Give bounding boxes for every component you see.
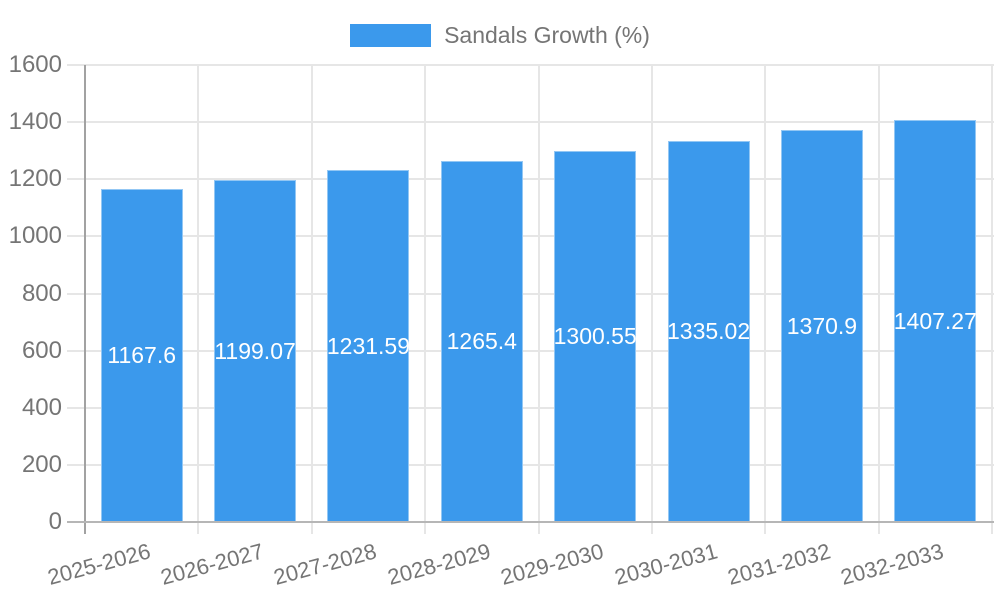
bar[interactable] <box>667 140 750 522</box>
bar[interactable] <box>440 160 523 522</box>
y-axis-line <box>84 65 86 534</box>
y-axis-tick-label: 1600 <box>8 51 62 78</box>
bar-value-label: 1370.9 <box>786 313 858 340</box>
legend-swatch <box>350 24 432 47</box>
bar-value-label: 1265.4 <box>446 328 517 355</box>
y-axis-tick-label: 600 <box>21 336 62 364</box>
chart-legend[interactable]: Sandals Growth (%) <box>0 22 1000 49</box>
x-gridline <box>650 65 653 534</box>
x-gridline <box>424 65 427 534</box>
x-gridline <box>310 65 313 534</box>
bar[interactable] <box>554 150 637 522</box>
y-gridline <box>67 64 994 66</box>
y-axis-tick-label: 1000 <box>8 222 62 250</box>
y-axis-tick-label: 200 <box>21 450 62 478</box>
y-gridline <box>67 121 994 124</box>
y-gridline <box>67 178 994 181</box>
bar-value-label: 1300.55 <box>553 323 637 350</box>
y-axis-tick-label: 1400 <box>8 108 62 136</box>
y-axis-tick-label: 0 <box>48 508 62 535</box>
bar-value-label: 1335.02 <box>666 318 751 345</box>
y-axis-tick-label: 1200 <box>8 165 62 193</box>
y-axis-tick-label: 400 <box>21 393 62 421</box>
x-gridline <box>764 65 767 534</box>
bar[interactable] <box>327 170 410 522</box>
x-axis-line <box>67 521 994 523</box>
bar-value-label: 1407.27 <box>893 308 977 335</box>
y-axis-tick-label: 800 <box>21 279 62 307</box>
x-gridline <box>197 65 200 534</box>
y-gridline <box>67 292 994 295</box>
bar-value-label: 1167.6 <box>107 342 176 369</box>
y-gridline <box>67 463 994 466</box>
bar-value-label: 1231.59 <box>326 333 410 360</box>
bar[interactable] <box>100 188 183 522</box>
y-gridline <box>67 235 994 238</box>
legend-label: Sandals Growth (%) <box>444 22 650 48</box>
x-gridline <box>991 65 993 534</box>
bar[interactable] <box>780 130 863 522</box>
x-gridline <box>537 65 540 534</box>
x-gridline <box>877 65 880 534</box>
bar[interactable] <box>214 179 297 522</box>
y-gridline <box>67 349 994 352</box>
bar-value-label: 1199.07 <box>214 337 296 364</box>
y-gridline <box>67 406 994 409</box>
bar[interactable] <box>894 120 977 522</box>
